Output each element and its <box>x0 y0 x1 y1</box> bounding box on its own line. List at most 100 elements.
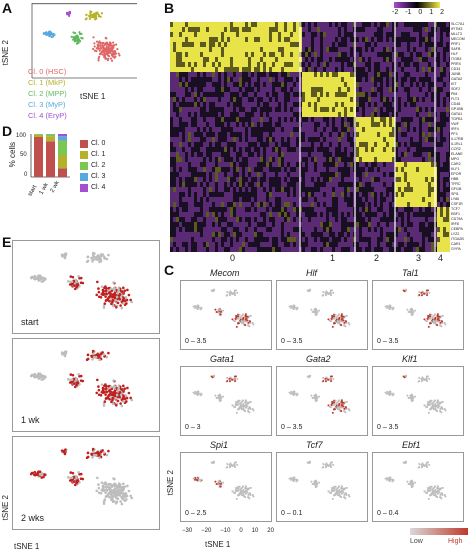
cell-point <box>67 476 70 479</box>
expression-point <box>232 405 235 408</box>
expression-point <box>421 462 424 465</box>
expression-point <box>332 377 335 380</box>
expression-point <box>429 403 432 406</box>
bar-segment <box>46 136 55 142</box>
cell-point <box>112 483 115 487</box>
expression-point <box>343 321 346 324</box>
cluster-point <box>109 57 113 60</box>
cell-point <box>98 260 101 264</box>
expression-point <box>247 321 250 324</box>
cell-point <box>107 491 111 495</box>
expression-point <box>325 290 328 293</box>
expression-point <box>342 405 345 408</box>
c-xtick-5: 20 <box>267 528 274 534</box>
expression-point <box>324 466 327 469</box>
expression-point <box>439 496 442 499</box>
expression-point <box>249 486 252 489</box>
gene-label: CD48 <box>451 102 461 106</box>
expression-point <box>247 496 250 499</box>
cluster-point <box>43 31 46 35</box>
expression-point <box>324 380 327 383</box>
gene-title: Spi1 <box>210 440 229 450</box>
expression-point <box>219 396 222 399</box>
cluster-point <box>67 12 70 15</box>
cluster-point <box>98 40 101 43</box>
legend-text: Cl. 1 <box>91 151 106 158</box>
expression-point <box>226 463 229 466</box>
cell-point <box>63 452 67 456</box>
cell-point <box>129 396 132 400</box>
c-xtick-2: −10 <box>220 528 231 534</box>
expression-point <box>340 314 343 317</box>
cluster-point <box>72 38 75 41</box>
cell-point <box>86 255 90 259</box>
legend-swatch <box>80 139 88 148</box>
gene-tsne-plot: 0 – 2.5 <box>180 452 272 522</box>
expression-point <box>423 404 426 407</box>
cell-point <box>34 473 37 476</box>
expression-point <box>311 482 314 485</box>
expression-point <box>322 463 325 466</box>
gene-label: IL1RL1 <box>451 142 463 146</box>
cell-point <box>110 393 114 396</box>
cell-point <box>130 496 134 500</box>
cluster-point <box>98 55 101 58</box>
expression-point <box>331 400 334 403</box>
expression-point <box>438 491 441 494</box>
gene-tsne-plot: 0 – 3 <box>180 366 272 436</box>
expression-point <box>436 400 439 403</box>
cell-point <box>96 450 99 454</box>
expression-point <box>234 375 237 378</box>
cell-point <box>104 393 107 396</box>
gene-tsne-plot: 0 – 3.5 <box>276 280 368 350</box>
expression-point <box>217 480 220 483</box>
expression-point <box>334 485 337 488</box>
expression-point <box>296 306 299 309</box>
expression-point <box>241 400 244 403</box>
expression-point <box>439 407 442 410</box>
expression-point <box>427 314 430 317</box>
expression-point <box>248 487 251 490</box>
expression-point <box>222 309 225 312</box>
cell-point <box>108 487 112 490</box>
expression-point <box>212 374 215 377</box>
gene-label: IFITM3 <box>451 27 463 31</box>
expression-point <box>426 294 429 297</box>
cell-point <box>86 259 90 263</box>
expression-point <box>335 488 338 491</box>
gene-label: PIM <box>451 92 458 96</box>
cell-point <box>91 349 95 353</box>
cell-point <box>125 498 128 501</box>
expression-point <box>391 308 394 311</box>
expression-point <box>235 400 238 403</box>
cell-point <box>42 279 45 283</box>
expression-point <box>424 319 427 322</box>
cell-point <box>100 352 103 355</box>
expression-point <box>333 313 336 316</box>
cluster-point <box>104 36 107 39</box>
expression-point <box>426 380 429 383</box>
expression-point <box>244 314 247 317</box>
cluster-point <box>89 12 92 16</box>
expression-point <box>425 377 428 380</box>
cell-point <box>123 289 127 292</box>
expression-point <box>328 319 331 322</box>
expression-point <box>328 464 331 467</box>
cell-point <box>111 402 115 406</box>
expression-point <box>244 496 247 499</box>
expression-point <box>215 482 218 485</box>
expression-point <box>434 494 437 497</box>
bar-segment <box>34 137 43 177</box>
cell-point <box>127 489 131 493</box>
cluster-point <box>102 42 105 45</box>
gene-label: EPOR <box>451 172 462 176</box>
expression-point <box>425 291 428 294</box>
expression-point <box>234 403 237 406</box>
cluster-point <box>97 59 100 62</box>
expression-point <box>198 478 201 481</box>
expression-point <box>424 464 427 467</box>
expression-point <box>307 462 310 465</box>
cluster-point <box>76 36 79 39</box>
cell-point <box>97 393 101 397</box>
expression-point <box>240 491 243 494</box>
